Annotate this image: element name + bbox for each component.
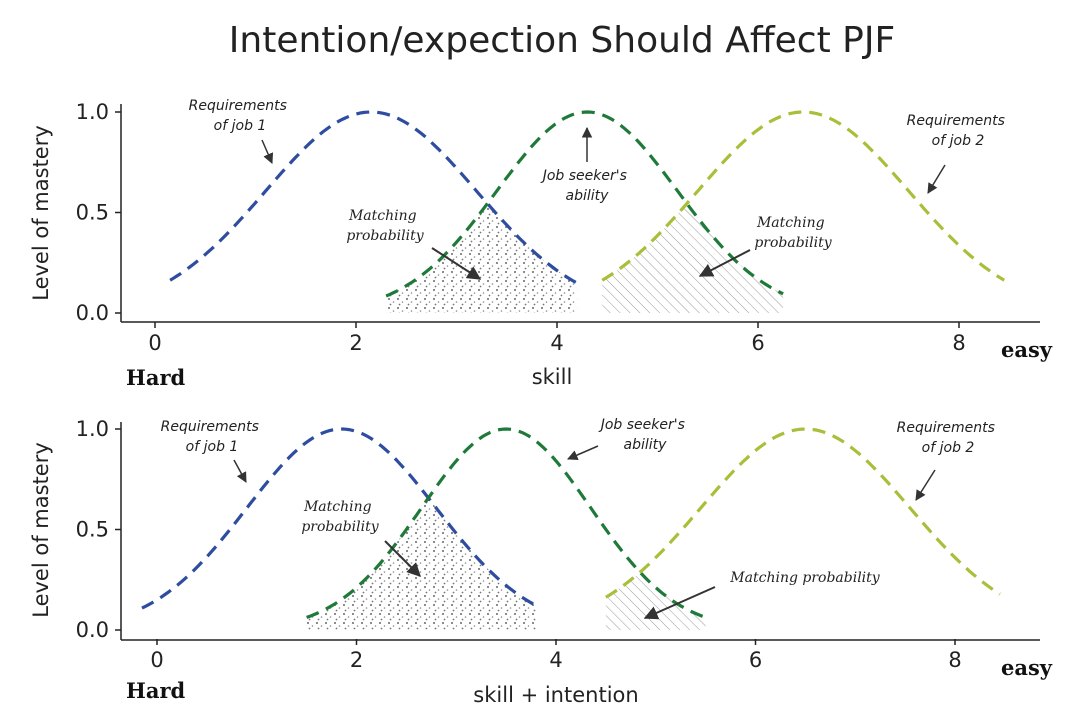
curve-job1 [141, 427, 537, 610]
x-tick-label: 4 [549, 648, 562, 672]
curve-job2 [605, 427, 1001, 599]
curve-layer [169, 110, 1006, 298]
x-tick-label: 8 [952, 331, 965, 355]
chart-title: Intention/expection Should Affect PJF [229, 20, 895, 61]
tick-layer: 0 2 4 6 8 0.0 0.5 1.0 [76, 417, 962, 672]
matching-probability-2-label: Matching probability [729, 570, 880, 586]
fill-layer [386, 204, 784, 313]
x-tick-label: 6 [749, 648, 762, 672]
matching-region-job1 [306, 499, 536, 630]
seeker-ability-label: Job seeker's ability [598, 417, 690, 453]
matching-probability-2-arrow [698, 249, 751, 277]
hard-label: Hard [126, 678, 186, 703]
requirements-job2-arrow [915, 469, 936, 501]
curve-seeker [385, 110, 784, 298]
y-axis-label: Level of mastery [29, 442, 53, 618]
y-tick-label: 1.0 [76, 417, 109, 441]
matching-probability-1-arrow [431, 247, 482, 280]
panel-top: 0 2 4 6 8 0.0 0.5 1.0 Level of mastery skill Ha… [29, 98, 1053, 390]
x-axis-label: skill [532, 365, 573, 389]
matching-region-job2 [605, 572, 706, 630]
requirements-job1-arrow [233, 459, 247, 483]
y-tick-label: 0.0 [76, 301, 109, 325]
requirements-job2-label: Requirements of job 2 [907, 113, 1010, 149]
requirements-job1-arrow [261, 139, 274, 164]
x-tick-label: 2 [350, 648, 363, 672]
matching-probability-1-label: Matching probability [346, 208, 424, 244]
easy-label: easy [1001, 655, 1053, 680]
x-tick-label: 0 [150, 648, 163, 672]
y-tick-label: 0.5 [76, 201, 109, 225]
matching-probability-1-label: Matching probability [301, 499, 379, 535]
x-tick-label: 4 [550, 331, 563, 355]
panel-bottom: 0 2 4 6 8 0.0 0.5 1.0 Level of mastery skill + … [29, 417, 1053, 707]
x-tick-label: 8 [948, 648, 961, 672]
hard-label: Hard [126, 365, 186, 390]
seeker-ability-label: Job seeker's ability [540, 168, 632, 204]
curve-job2 [601, 110, 1006, 282]
easy-label: easy [1001, 337, 1053, 362]
seeker-ability-arrow [567, 445, 599, 461]
y-axis-label: Level of mastery [29, 125, 53, 301]
matching-probability-1-arrow [384, 540, 421, 577]
curve-seeker [306, 427, 707, 619]
matching-probability-2-arrow [643, 586, 716, 620]
curve-layer [141, 427, 1001, 619]
x-tick-label: 0 [148, 331, 161, 355]
y-tick-label: 0.5 [76, 518, 109, 542]
y-tick-label: 0.0 [76, 618, 109, 642]
requirements-job2-arrow [927, 164, 946, 194]
matching-region-job1 [386, 204, 578, 313]
curve-job1 [169, 110, 578, 285]
requirements-job1-label: Requirements of job 1 [161, 419, 264, 455]
x-tick-label: 6 [751, 331, 764, 355]
requirements-job1-label: Requirements of job 1 [189, 98, 292, 134]
x-tick-label: 2 [349, 331, 362, 355]
y-tick-label: 1.0 [76, 100, 109, 124]
tick-layer: 0 2 4 6 8 0.0 0.5 1.0 [76, 100, 966, 355]
fill-layer [306, 499, 706, 630]
matching-region-job2 [602, 204, 784, 313]
requirements-job2-label: Requirements of job 2 [897, 420, 1000, 456]
x-axis-label: skill + intention [473, 683, 638, 707]
matching-probability-2-label: Matching probability [754, 215, 832, 251]
